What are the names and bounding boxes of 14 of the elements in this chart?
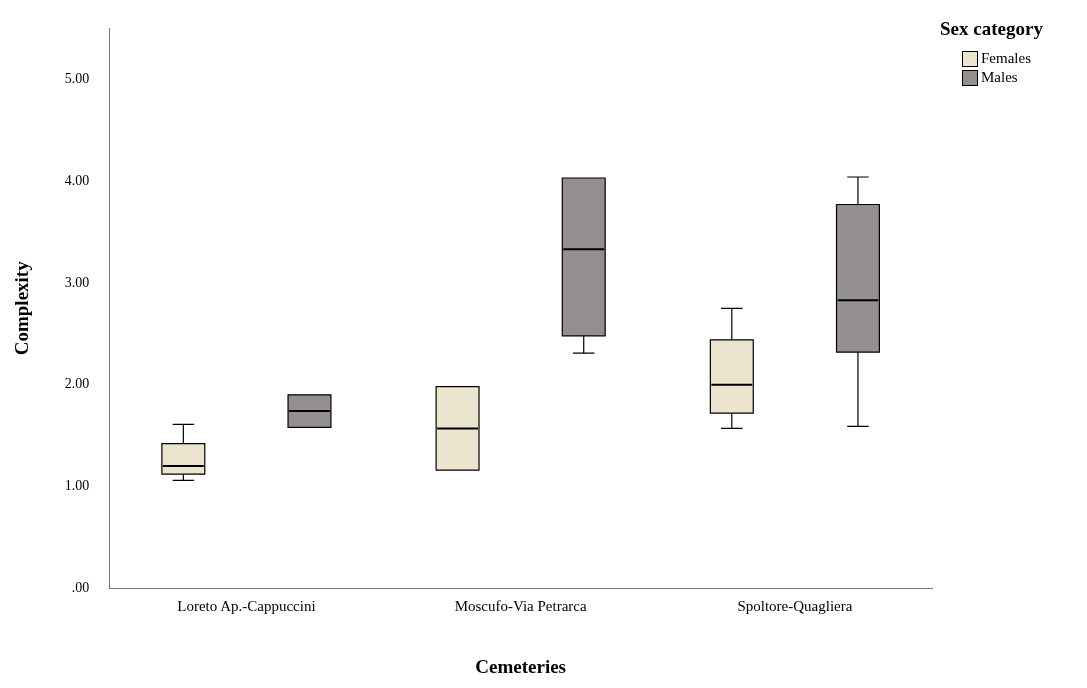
y-tick-label: .00 (71, 579, 90, 595)
x-axis-title: Cemeteries (475, 655, 567, 677)
x-tick-label: Spoltore-Quagliera (737, 598, 853, 615)
y-tick-label: 4.00 (64, 172, 90, 188)
x-tick-label: Loreto Ap.-Cappuccini (177, 598, 316, 615)
y-tick-label: 1.00 (64, 478, 90, 494)
y-tick-label: 3.00 (64, 274, 90, 290)
y-axis-title: Complexity (11, 260, 33, 356)
legend-title: Sex category (940, 18, 1043, 40)
legend-label: Females (981, 50, 1031, 67)
y-tick-label: 5.00 (64, 70, 90, 86)
y-tick-label: 2.00 (64, 376, 90, 392)
x-tick-label: Moscufo-Via Petrarca (454, 598, 587, 615)
legend-label: Males (981, 69, 1018, 86)
